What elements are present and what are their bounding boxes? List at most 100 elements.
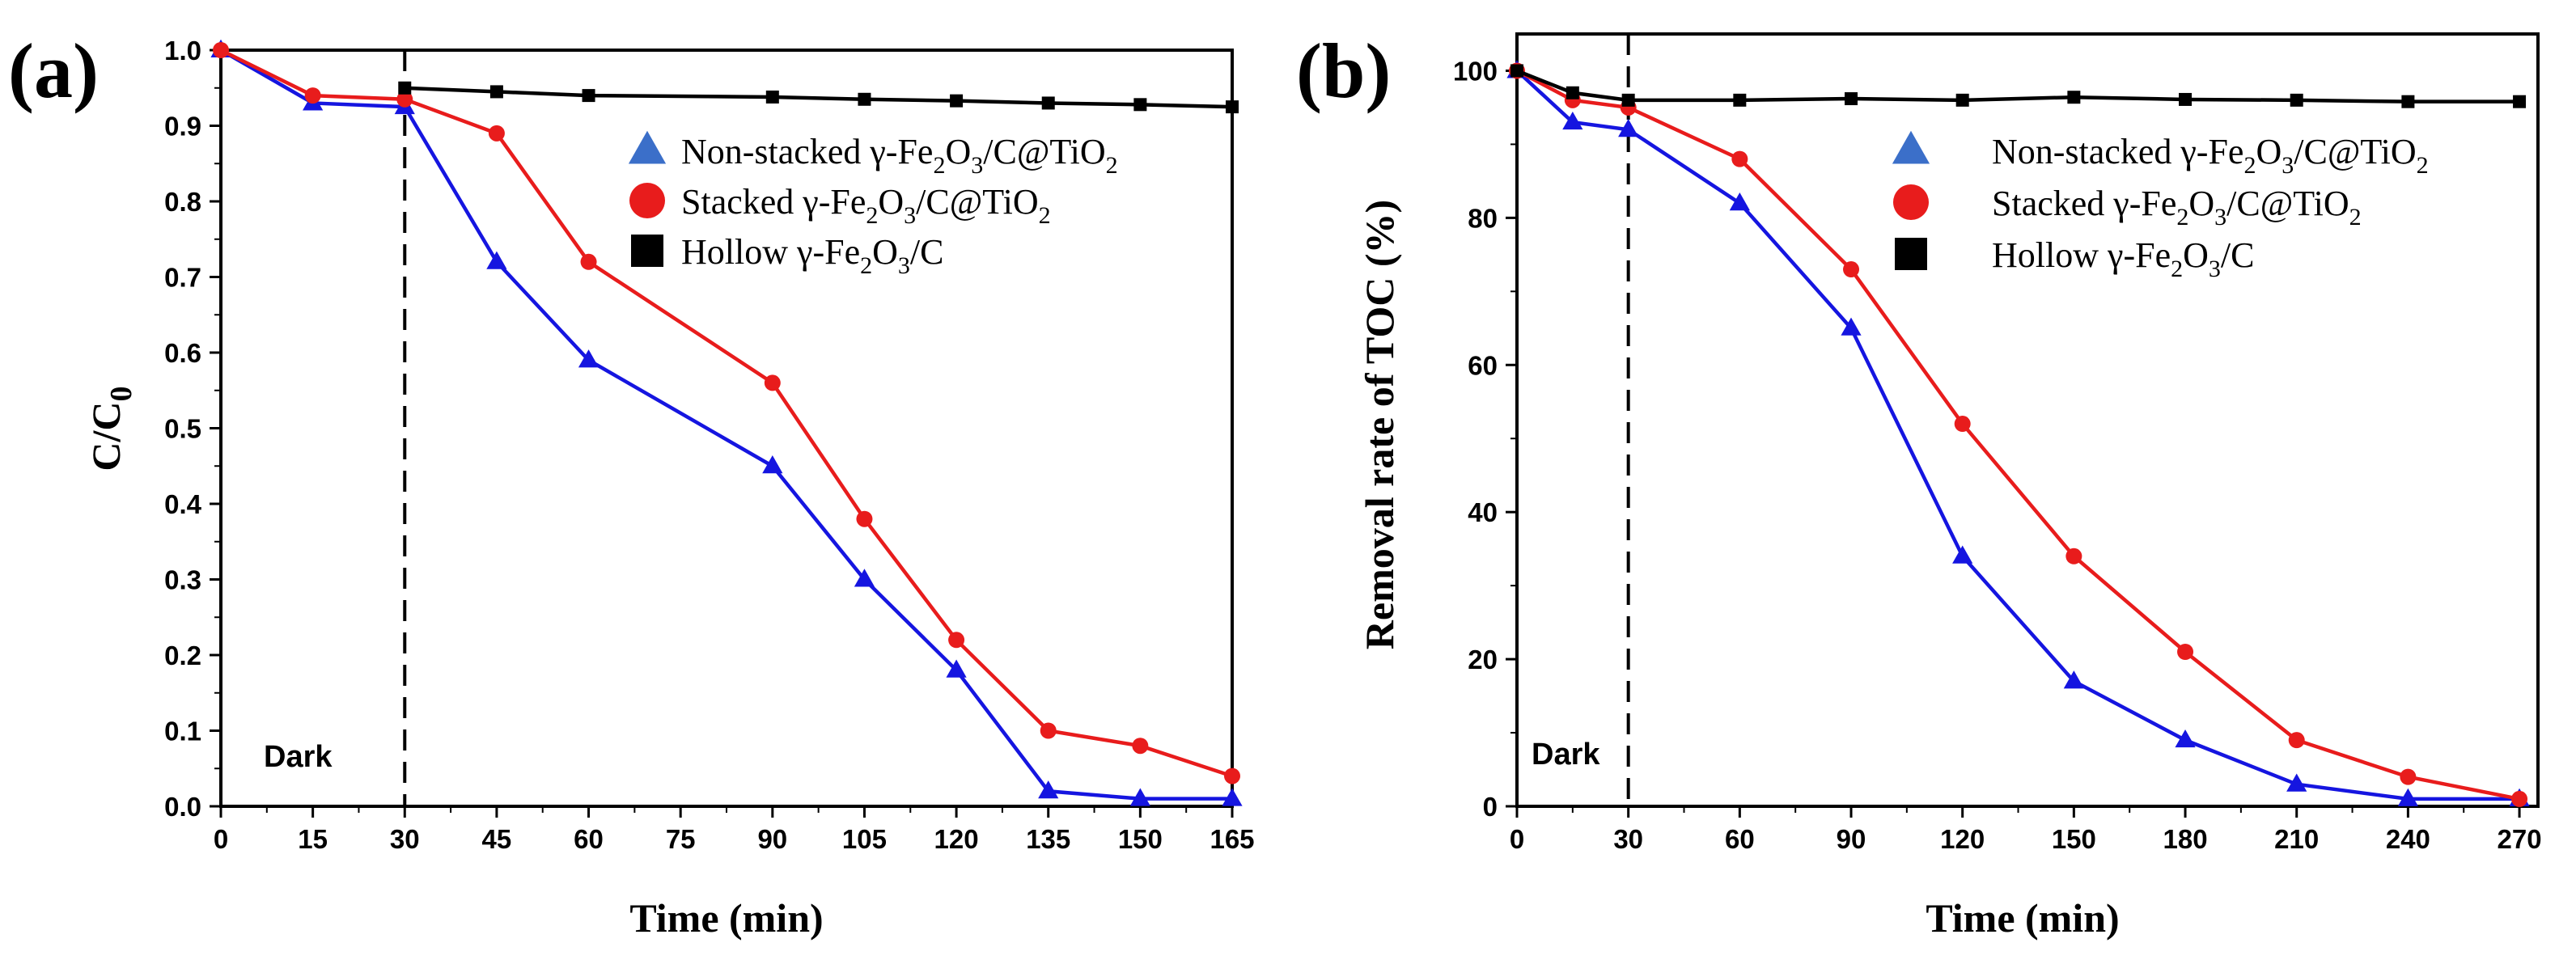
panel-label: (a) bbox=[8, 27, 99, 114]
x-axis-title: Time (min) bbox=[1926, 895, 2119, 941]
data-point bbox=[398, 81, 412, 95]
series-line bbox=[405, 86, 1233, 109]
legend-marker bbox=[1893, 184, 1929, 220]
data-point bbox=[856, 510, 873, 527]
data-point bbox=[1510, 64, 1523, 78]
y-tick-label: 0.7 bbox=[164, 263, 201, 293]
data-point bbox=[1222, 788, 1243, 806]
legend-marker bbox=[1892, 130, 1930, 164]
data-point bbox=[2175, 729, 2196, 748]
legend-label: Stacked γ-Fe2O3/C@TiO2 bbox=[1992, 184, 2362, 230]
x-tick-label: 150 bbox=[2052, 824, 2096, 854]
data-point bbox=[948, 632, 965, 649]
panel-a: 0 15 30 45 60 75 90 105 120 135 150 165 0.0 0.1 0.2 0.3… bbox=[8, 27, 1255, 941]
x-tick-label: 120 bbox=[934, 824, 979, 854]
data-point bbox=[2290, 93, 2303, 107]
data-point bbox=[764, 374, 781, 391]
data-point bbox=[2401, 95, 2415, 108]
data-point bbox=[2288, 732, 2305, 749]
data-point bbox=[1731, 150, 1748, 167]
y-tick-label: 0.6 bbox=[164, 338, 201, 368]
data-point bbox=[2063, 670, 2084, 689]
data-point bbox=[950, 94, 964, 108]
data-point bbox=[213, 42, 229, 58]
y-tick-label: 0.4 bbox=[164, 489, 202, 519]
legend-label: Non-stacked γ-Fe2O3/C@TiO2 bbox=[681, 132, 1118, 179]
data-point bbox=[1618, 119, 1639, 137]
data-point bbox=[1955, 93, 1969, 107]
data-point bbox=[1040, 722, 1057, 739]
data-point bbox=[2065, 548, 2082, 564]
data-point bbox=[1621, 93, 1635, 107]
y-axis-title: Removal rate of TOC (%) bbox=[1357, 200, 1402, 649]
x-tick-label: 30 bbox=[390, 824, 420, 854]
y-tick-label: 0.0 bbox=[164, 792, 201, 822]
data-point bbox=[2513, 95, 2527, 108]
legend-label: Stacked γ-Fe2O3/C@TiO2 bbox=[681, 182, 1051, 229]
panel-label: (b) bbox=[1296, 27, 1391, 114]
data-point bbox=[1954, 416, 1971, 433]
x-tick-label: 60 bbox=[1725, 824, 1755, 854]
x-tick-label: 120 bbox=[1940, 824, 1985, 854]
y-tick-label: 20 bbox=[1468, 645, 1498, 674]
y-tick-label: 1.0 bbox=[164, 36, 201, 66]
legend-label: Hollow γ-Fe2O3/C bbox=[1992, 235, 2254, 282]
data-point bbox=[2067, 91, 2081, 104]
series-1 bbox=[1509, 62, 2528, 807]
x-tick-label: 60 bbox=[574, 824, 604, 854]
y-tick-label: 0.2 bbox=[164, 641, 201, 670]
data-point bbox=[1038, 780, 1059, 799]
data-point bbox=[1041, 96, 1055, 110]
y-tick-label: 100 bbox=[1453, 56, 1498, 86]
data-point bbox=[1566, 86, 1579, 99]
x-tick-label: 90 bbox=[1837, 824, 1866, 854]
x-tick-label: 30 bbox=[1613, 824, 1643, 854]
data-point bbox=[2400, 768, 2417, 785]
data-point bbox=[765, 90, 779, 104]
data-point bbox=[1845, 92, 1858, 106]
data-point bbox=[396, 91, 413, 108]
series-1 bbox=[213, 42, 1240, 784]
data-point bbox=[1562, 111, 1583, 130]
y-tick-label: 0.5 bbox=[164, 414, 201, 444]
y-tick-label: 0.8 bbox=[164, 187, 201, 217]
data-point bbox=[1129, 788, 1150, 806]
x-tick-label: 75 bbox=[666, 824, 696, 854]
x-tick-label: 270 bbox=[2498, 824, 2542, 854]
legend-label: Hollow γ-Fe2O3/C bbox=[681, 232, 943, 279]
data-point bbox=[1224, 767, 1240, 784]
x-tick-label: 90 bbox=[757, 824, 787, 854]
panel-b-frame bbox=[1515, 32, 2540, 808]
series-line bbox=[1516, 69, 2520, 104]
data-point bbox=[1733, 93, 1747, 107]
series-2 bbox=[398, 81, 1239, 114]
y-tick-label: 0.9 bbox=[164, 112, 201, 142]
y-tick-label: 60 bbox=[1468, 350, 1498, 380]
data-point bbox=[2511, 790, 2528, 807]
data-point bbox=[858, 92, 871, 106]
data-point bbox=[489, 85, 503, 99]
data-point bbox=[488, 125, 505, 142]
x-tick-label: 0 bbox=[214, 824, 228, 854]
y-tick-label: 80 bbox=[1468, 203, 1498, 233]
data-point bbox=[304, 87, 321, 104]
y-tick-label: 0.3 bbox=[164, 565, 201, 595]
series-line bbox=[1515, 69, 2520, 801]
data-point bbox=[580, 253, 597, 270]
data-point bbox=[1133, 98, 1147, 112]
data-point bbox=[2177, 644, 2194, 660]
data-point bbox=[1226, 100, 1239, 114]
y-tick-label: 0 bbox=[1483, 792, 1498, 822]
x-tick-label: 150 bbox=[1118, 824, 1163, 854]
x-tick-label: 135 bbox=[1026, 824, 1070, 854]
dark-annotation: Dark bbox=[1532, 738, 1600, 772]
legend-marker bbox=[629, 183, 665, 218]
data-point bbox=[1843, 261, 1860, 278]
y-tick-label: 0.1 bbox=[164, 717, 201, 746]
data-point bbox=[2286, 773, 2307, 792]
data-point bbox=[1841, 317, 1862, 336]
data-point bbox=[1729, 192, 1750, 211]
x-tick-label: 105 bbox=[842, 824, 887, 854]
data-point bbox=[2397, 788, 2418, 806]
